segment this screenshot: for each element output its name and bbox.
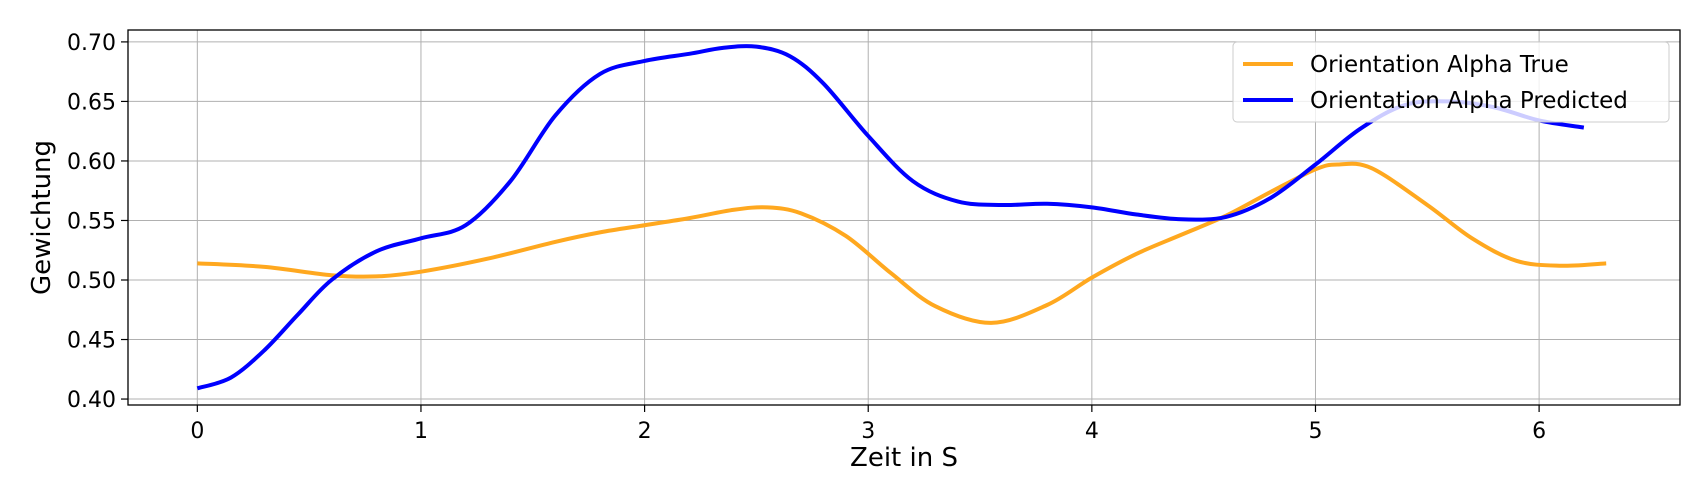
y-tick-label: 0.40 [67, 388, 116, 413]
legend-label: Orientation Alpha True [1310, 52, 1569, 78]
y-tick-label: 0.65 [67, 90, 116, 115]
series-line-true [197, 161, 1607, 325]
x-tick-label: 5 [1308, 419, 1322, 444]
x-tick-label: 6 [1532, 419, 1546, 444]
y-tick-label: 0.70 [67, 31, 116, 56]
x-tick-label: 2 [638, 419, 652, 444]
y-tick-label: 0.55 [67, 209, 116, 234]
axis-ticks: 0 1 2 3 4 5 6 0.40 0.45 0.50 0.55 0.60 0.65 0.70 [67, 31, 1546, 444]
series-line-predicted [196, 44, 1585, 391]
y-tick-label: 0.45 [67, 329, 116, 354]
legend: Orientation Alpha True Orientation Alpha … [1232, 41, 1670, 123]
y-tick-label: 0.50 [67, 269, 116, 294]
x-tick-label: 4 [1085, 419, 1099, 444]
legend-label: Orientation Alpha Predicted [1310, 88, 1628, 114]
y-axis-label: Gewichtung [27, 140, 57, 295]
x-tick-label: 0 [190, 419, 204, 444]
x-tick-label: 1 [414, 419, 428, 444]
plot-frame [127, 29, 1681, 406]
legend-box [1232, 41, 1670, 123]
x-axis-label: Zeit in S [850, 443, 958, 473]
y-tick-label: 0.60 [67, 150, 116, 175]
x-tick-label: 3 [861, 419, 875, 444]
series-lines [196, 44, 1607, 391]
